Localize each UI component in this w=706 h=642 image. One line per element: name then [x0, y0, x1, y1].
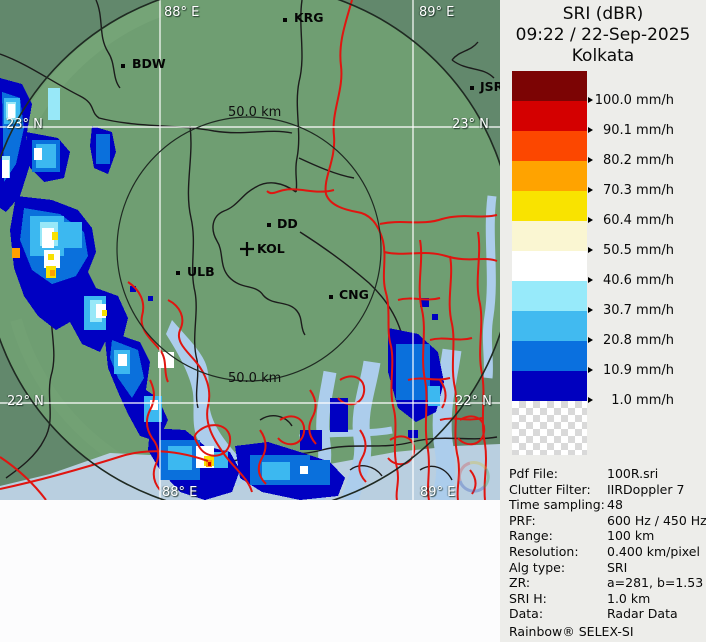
scale-tick-arrow — [588, 247, 593, 253]
scale-band — [512, 101, 587, 131]
scale-tick-arrow — [588, 217, 593, 223]
scale-band — [512, 281, 587, 311]
precipitation-layer — [0, 78, 444, 500]
lat-label-22n-left: 22° N — [7, 394, 44, 409]
city-label-cng: CNG — [339, 287, 369, 302]
station-name: Kolkata — [571, 46, 635, 66]
range-label-50km-bottom: 50.0 km — [228, 371, 282, 386]
city-label-kol: KOL — [257, 241, 285, 256]
rainbow-watermark — [457, 460, 490, 493]
scale-band — [512, 191, 587, 221]
scale-band — [512, 251, 587, 281]
city-dot-dd — [267, 223, 271, 227]
radar-map: 88° E 89° E 88° E 89° E 23° N 22° N 23° … — [0, 0, 504, 500]
scale-label: 90.1 mm/h — [602, 123, 674, 138]
city-label-ulb: ULB — [187, 264, 215, 279]
scale-tick-arrow — [588, 277, 593, 283]
city-label-krg: KRG — [294, 10, 324, 25]
coverage-bright-band-sw — [10, 318, 124, 466]
city-dot-cng — [329, 295, 333, 299]
scale-label: 40.6 mm/h — [602, 273, 674, 288]
scale-tick-arrow — [588, 97, 593, 103]
city-dot-bdw — [121, 64, 125, 68]
lat-label-23n-left: 23° N — [6, 117, 43, 132]
scan-metadata: Pdf File: 100R.sri Clutter Filter: IIRDo… — [509, 466, 706, 622]
city-label-dd: DD — [277, 216, 298, 231]
lat-label-23n-right: 23° N — [452, 117, 489, 132]
scale-band — [512, 131, 587, 161]
scale-label: 60.4 mm/h — [602, 213, 674, 228]
scale-label: 20.8 mm/h — [602, 333, 674, 348]
color-scale-bar — [512, 71, 587, 455]
scale-tick-arrow — [588, 367, 593, 373]
meta-row-data: Data: Radar Data — [509, 606, 678, 622]
city-label-jsr: JSR — [480, 79, 504, 94]
lon-label-89e-bottom: 89° E — [420, 485, 456, 500]
scale-band — [512, 71, 587, 101]
meta-row-resolution: Resolution: 0.400 km/pixel — [509, 543, 700, 559]
scale-label: 80.2 mm/h — [602, 153, 674, 168]
city-dot-ulb — [176, 271, 180, 275]
scale-band — [512, 341, 587, 371]
software-branding: Rainbow® SELEX-SI — [509, 624, 634, 639]
scale-band-transparent — [512, 401, 587, 455]
radar-map-canvas — [0, 0, 500, 500]
lon-label-88e-bottom: 88° E — [162, 485, 198, 500]
lat-label-22n-right: 22° N — [455, 394, 492, 409]
scale-tick-arrow — [588, 397, 593, 403]
scale-label: 70.3 mm/h — [602, 183, 674, 198]
scale-tick-arrow — [588, 337, 593, 343]
scan-datetime: 09:22 / 22-Sep-2025 — [515, 25, 691, 45]
meta-row-zr: ZR: a=281, b=1.53 — [509, 575, 704, 591]
scale-band — [512, 371, 587, 401]
meta-row-time-sampling: Time sampling: 48 — [509, 497, 623, 513]
lon-label-88e-top: 88° E — [164, 5, 200, 20]
scale-band — [512, 311, 587, 341]
scale-label: 10.9 mm/h — [602, 363, 674, 378]
scale-tick-arrow — [588, 127, 593, 133]
meta-row-sri-h: SRI H: 1.0 km — [509, 590, 651, 606]
radar-site-cross — [240, 242, 254, 256]
scale-band — [512, 221, 587, 251]
meta-row-prf: PRF: 600 Hz / 450 Hz — [509, 512, 706, 528]
lon-label-89e-top: 89° E — [419, 5, 455, 20]
scale-tick-arrow — [588, 187, 593, 193]
range-label-50km-top: 50.0 km — [228, 105, 282, 120]
range-rings — [0, 0, 500, 500]
scale-tick-arrow — [588, 307, 593, 313]
meta-row-clutter-filter: Clutter Filter: IIRDoppler 7 — [509, 481, 685, 497]
panel-title-block: SRI (dBR) 09:22 / 22-Sep-2025 Kolkata — [500, 4, 706, 67]
city-markers — [121, 18, 474, 299]
product-title: SRI (dBR) — [562, 4, 644, 24]
scale-band — [512, 161, 587, 191]
scale-label: 1.0 mm/h — [611, 393, 674, 408]
scale-label: 100.0 mm/h — [594, 93, 674, 108]
precip-red — [208, 462, 211, 466]
scale-label: 30.7 mm/h — [602, 303, 674, 318]
meta-row-range: Range: 100 km — [509, 528, 655, 544]
graticule — [0, 0, 500, 500]
scale-tick-arrow — [588, 157, 593, 163]
scale-label: 50.5 mm/h — [602, 243, 674, 258]
meta-row-alg-type: Alg type: SRI — [509, 559, 628, 575]
city-label-bdw: BDW — [132, 56, 166, 71]
rivers-red — [0, 0, 498, 500]
info-panel: SRI (dBR) 09:22 / 22-Sep-2025 Kolkata 10… — [500, 0, 706, 642]
city-dot-krg — [283, 18, 287, 22]
city-dot-jsr — [470, 86, 474, 90]
meta-row-pdf-file: Pdf File: 100R.sri — [509, 466, 659, 481]
